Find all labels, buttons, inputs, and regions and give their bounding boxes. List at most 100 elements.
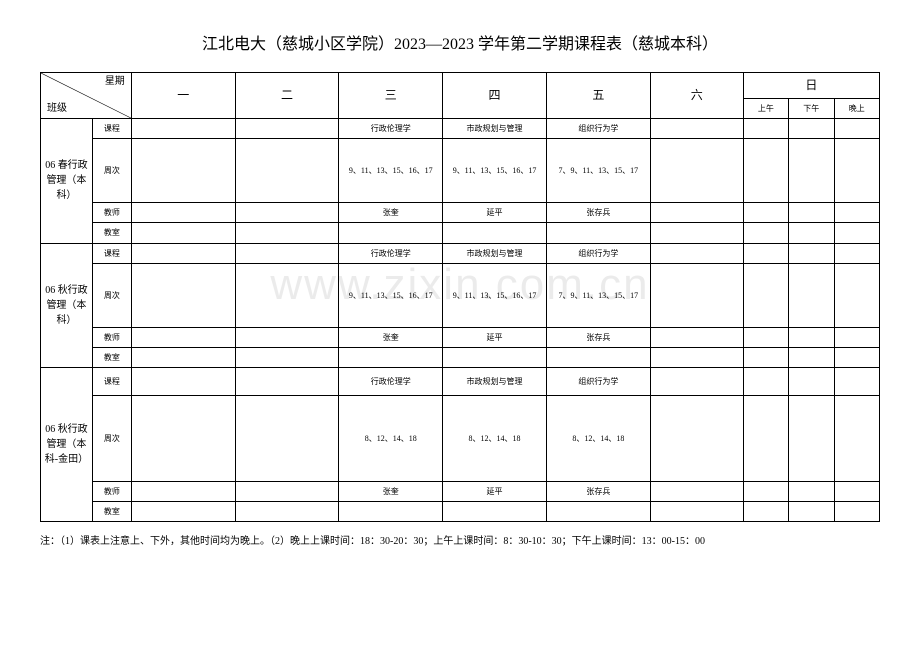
diag-label-bottom: 班级 bbox=[47, 102, 67, 116]
cell bbox=[131, 263, 235, 327]
cell bbox=[235, 482, 339, 502]
cell bbox=[789, 139, 834, 203]
cell bbox=[789, 347, 834, 367]
cell bbox=[131, 327, 235, 347]
table-row: 教师 张奎 延平 张存兵 bbox=[41, 482, 880, 502]
cell bbox=[131, 118, 235, 138]
day-header-sunday: 日 bbox=[743, 73, 879, 99]
cell bbox=[789, 263, 834, 327]
cell bbox=[789, 223, 834, 243]
cell bbox=[650, 502, 743, 522]
cell-weeks: 8、12、14、18 bbox=[339, 396, 443, 482]
table-row: 周次 9、11、13、15、16、17 9、11、13、15、16、17 7、9… bbox=[41, 263, 880, 327]
table-row: 教室 bbox=[41, 223, 880, 243]
cell bbox=[743, 223, 788, 243]
cell-teacher: 张存兵 bbox=[546, 203, 650, 223]
cell bbox=[834, 118, 880, 138]
day-header-5: 五 bbox=[546, 73, 650, 119]
row-label-weeks: 周次 bbox=[92, 139, 131, 203]
page-title: 江北电大（慈城小区学院）2023—2023 学年第二学期课程表（慈城本科） bbox=[40, 30, 880, 54]
cell bbox=[834, 482, 880, 502]
day-header-1: 一 bbox=[131, 73, 235, 119]
cell-weeks: 9、11、13、15、16、17 bbox=[443, 139, 547, 203]
table-row: 06 秋行政管理（本科-金田） 课程 行政伦理学 市政规划与管理 组织行为学 bbox=[41, 368, 880, 396]
cell-weeks: 7、9、11、13、15、17 bbox=[546, 263, 650, 327]
row-label-classroom: 教室 bbox=[92, 502, 131, 522]
cell bbox=[743, 368, 788, 396]
cell bbox=[650, 118, 743, 138]
cell bbox=[789, 368, 834, 396]
sunday-sub-morning: 上午 bbox=[743, 98, 788, 118]
cell bbox=[789, 118, 834, 138]
class-name-cell: 06 秋行政管理（本科-金田） bbox=[41, 368, 93, 522]
cell bbox=[235, 502, 339, 522]
sunday-sub-evening: 晚上 bbox=[834, 98, 880, 118]
cell-course: 行政伦理学 bbox=[339, 118, 443, 138]
cell bbox=[339, 347, 443, 367]
cell bbox=[650, 223, 743, 243]
cell-course: 市政规划与管理 bbox=[443, 368, 547, 396]
cell-course: 行政伦理学 bbox=[339, 243, 443, 263]
cell bbox=[443, 347, 547, 367]
cell-weeks: 9、11、13、15、16、17 bbox=[339, 139, 443, 203]
cell-course: 组织行为学 bbox=[546, 243, 650, 263]
row-label-weeks: 周次 bbox=[92, 396, 131, 482]
cell bbox=[650, 139, 743, 203]
cell bbox=[789, 482, 834, 502]
cell bbox=[789, 243, 834, 263]
cell-weeks: 9、11、13、15、16、17 bbox=[339, 263, 443, 327]
sunday-sub-afternoon: 下午 bbox=[789, 98, 834, 118]
day-header-4: 四 bbox=[443, 73, 547, 119]
cell bbox=[650, 347, 743, 367]
cell bbox=[235, 327, 339, 347]
row-label-course: 课程 bbox=[92, 118, 131, 138]
class-name-cell: 06 秋行政管理（本科） bbox=[41, 243, 93, 368]
cell bbox=[834, 502, 880, 522]
cell bbox=[131, 243, 235, 263]
cell bbox=[235, 368, 339, 396]
cell bbox=[235, 396, 339, 482]
cell bbox=[743, 347, 788, 367]
cell bbox=[743, 118, 788, 138]
cell bbox=[834, 223, 880, 243]
cell bbox=[834, 203, 880, 223]
cell-teacher: 张奎 bbox=[339, 203, 443, 223]
cell-weeks: 9、11、13、15、16、17 bbox=[443, 263, 547, 327]
cell bbox=[546, 502, 650, 522]
cell bbox=[546, 223, 650, 243]
cell bbox=[131, 203, 235, 223]
row-label-weeks: 周次 bbox=[92, 263, 131, 327]
table-row: 教师 张奎 延平 张存兵 bbox=[41, 327, 880, 347]
cell-teacher: 张奎 bbox=[339, 482, 443, 502]
cell bbox=[131, 347, 235, 367]
cell-course: 行政伦理学 bbox=[339, 368, 443, 396]
cell bbox=[834, 263, 880, 327]
header-diagonal-cell: 星期 班级 bbox=[41, 73, 132, 119]
cell bbox=[650, 482, 743, 502]
cell bbox=[131, 139, 235, 203]
cell-weeks: 8、12、14、18 bbox=[443, 396, 547, 482]
cell bbox=[443, 223, 547, 243]
cell bbox=[743, 502, 788, 522]
cell bbox=[443, 502, 547, 522]
cell-teacher: 延平 bbox=[443, 482, 547, 502]
cell-teacher: 延平 bbox=[443, 327, 547, 347]
cell bbox=[235, 347, 339, 367]
cell-teacher: 张存兵 bbox=[546, 327, 650, 347]
cell bbox=[743, 482, 788, 502]
day-header-6: 六 bbox=[650, 73, 743, 119]
cell bbox=[789, 327, 834, 347]
table-row: 教室 bbox=[41, 347, 880, 367]
cell-weeks: 7、9、11、13、15、17 bbox=[546, 139, 650, 203]
cell bbox=[650, 263, 743, 327]
cell bbox=[235, 243, 339, 263]
table-row: 周次 8、12、14、18 8、12、14、18 8、12、14、18 bbox=[41, 396, 880, 482]
cell bbox=[834, 368, 880, 396]
row-label-course: 课程 bbox=[92, 243, 131, 263]
cell bbox=[743, 327, 788, 347]
cell bbox=[743, 203, 788, 223]
day-header-3: 三 bbox=[339, 73, 443, 119]
cell bbox=[834, 243, 880, 263]
cell-course: 市政规划与管理 bbox=[443, 118, 547, 138]
table-row: 06 秋行政管理（本科） 课程 行政伦理学 市政规划与管理 组织行为学 bbox=[41, 243, 880, 263]
